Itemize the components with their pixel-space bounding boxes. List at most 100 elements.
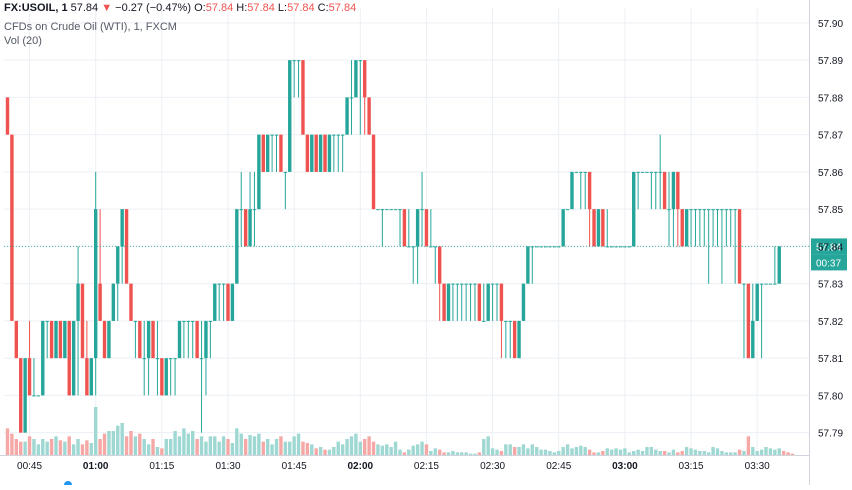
volume-bar [411,445,415,455]
y-tick-label: 57.80 [818,391,843,402]
volume-bar [561,447,565,455]
candle-body [574,171,579,173]
volume-bar [239,433,243,455]
volume-bar [495,449,499,455]
candle-body [640,171,645,173]
volume-bar [314,448,318,455]
volume-bar [614,448,618,455]
volume-bar [146,444,151,455]
volume-bar [557,451,561,455]
volume-bar [570,448,574,455]
candle-body [151,320,155,359]
volume-bar [98,439,102,455]
volume-bar [385,444,389,455]
volume-bar [133,436,138,455]
candle-body [354,60,358,98]
volume-bar [173,431,177,455]
candle-body [279,134,283,172]
candle-body [521,283,526,321]
volume-bar [609,449,614,455]
candle-body [94,209,98,359]
volume-bar [283,441,288,455]
volume-bar [592,452,596,455]
candle-body [239,209,243,211]
volume-bar [279,436,283,455]
volume-bar [71,444,76,455]
volume-bar [658,451,662,455]
volume-study-label[interactable]: Vol (20) [4,35,42,47]
candle-body [759,283,764,285]
volume-bar [415,444,420,455]
candle-body [570,171,574,210]
volume-bar [23,441,27,455]
volume-bar [530,444,534,455]
candle-body [257,134,261,210]
candle-body [415,209,420,247]
candle-body [301,60,305,135]
volume-bar [94,407,98,455]
candle-body [587,171,592,210]
candle-body [442,283,446,321]
volume-bar [182,428,186,455]
symbol-label[interactable]: FX:USOIL, 1 [4,2,68,14]
candle-body [676,171,680,210]
instrument-name[interactable]: CFDs on Crude Oil (WTI), 1, FXCM [4,21,177,33]
candle-body [596,209,601,247]
candle-body [526,246,530,284]
candle-body [548,246,552,248]
y-tick-label: 57.79 [818,429,843,440]
volume-bar [627,452,632,455]
candle-body [662,171,667,210]
volume-bar [226,439,230,455]
candle-body [340,134,345,136]
candle-body [764,283,768,285]
volume-bar [371,441,376,455]
volume-bar [543,449,548,455]
volume-bar [429,451,433,455]
volume-bar [777,448,781,455]
candle-body [565,209,570,211]
volume-bar [442,452,446,455]
volume-bar [671,449,676,455]
open-value: 57.84 [205,2,234,14]
volume-bar [720,451,724,455]
volume-bar [490,448,495,455]
candle-body [733,209,737,211]
candle-body [376,209,380,211]
volume-bar [261,441,265,455]
volume-bar [89,443,93,455]
candle-body [385,209,389,211]
candle-body [363,60,367,98]
volume-bar [217,441,221,455]
countdown-box [811,254,847,271]
volume-bar [168,439,173,455]
volume-bar [711,447,715,455]
candle-body [437,246,442,284]
candle-body [19,358,23,433]
x-tick-label: 01:45 [282,461,307,472]
volume-bar [737,449,742,455]
volume-bar [265,439,270,455]
volume-bar [764,447,768,455]
legend-ohlc: FX:USOIL, 1 57.84 ▼ −0.27 (−0.47%) O:57.… [4,2,356,14]
volume-bar [605,448,609,455]
volume-bar [460,452,464,455]
candle-body [468,283,473,285]
candle-body [186,320,191,322]
x-tick-label: 01:30 [215,461,240,472]
candle-body [751,320,755,359]
volume-bar [138,433,142,455]
volume-bar [120,423,124,455]
volume-bar [151,439,155,455]
open-label: O: [194,2,206,14]
volume-bar [649,447,654,455]
volume-bar [693,449,698,455]
x-tick-label: 02:00 [348,461,374,472]
candle-body [195,320,199,359]
volume-bar [349,436,354,455]
candle-body [609,246,614,248]
y-tick-label: 57.89 [818,56,843,67]
candle-body [85,358,89,396]
